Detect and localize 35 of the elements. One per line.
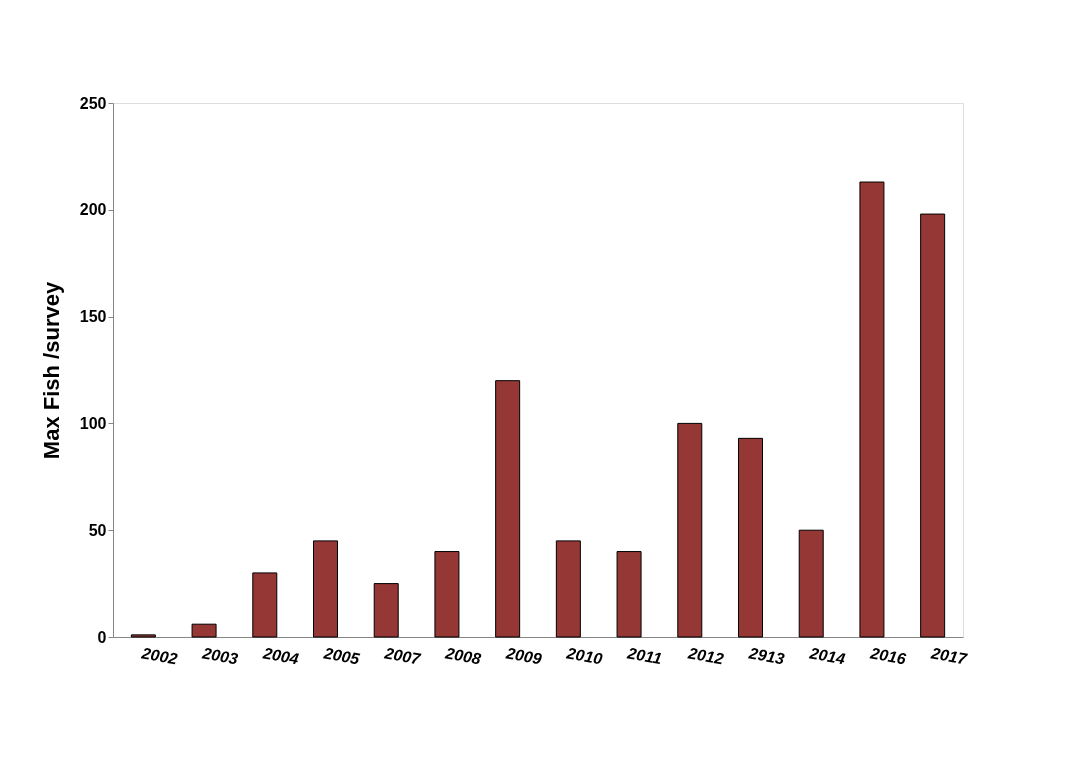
x-tick-label: 2002 (139, 644, 179, 668)
x-tick-label: 2012 (686, 644, 726, 668)
x-tick-label: 2016 (868, 644, 908, 668)
bar (555, 540, 581, 638)
x-tick-label: 2005 (321, 644, 362, 668)
bar (130, 634, 156, 638)
bar (373, 583, 399, 638)
y-tick-label: 50 (88, 521, 107, 539)
bar (798, 529, 824, 638)
x-tick-label: 2004 (261, 644, 301, 668)
x-tick-label: 2003 (200, 644, 240, 668)
y-tick-label: 0 (97, 628, 107, 646)
bar (738, 437, 763, 638)
x-tick-label: 2008 (443, 644, 483, 668)
x-tick-label: 2009 (503, 644, 543, 668)
bar (920, 213, 946, 638)
x-tick-label: 2014 (807, 644, 847, 668)
bar (434, 551, 460, 638)
bar (495, 380, 521, 638)
y-tick-label: 150 (79, 308, 107, 326)
bar (313, 540, 338, 638)
x-tick-label: 2007 (382, 644, 423, 668)
bar (616, 551, 642, 638)
y-axis-title: Max Fish /survey (38, 281, 64, 460)
bar (677, 422, 703, 638)
bar (191, 623, 217, 638)
x-tick-label: 2913 (746, 644, 786, 668)
y-tick-label: 100 (79, 414, 107, 432)
x-tick-label: 2010 (564, 644, 604, 668)
x-tick-label: 2017 (928, 644, 969, 668)
x-tick-label: 2011 (625, 644, 664, 668)
y-tick-label: 250 (79, 94, 107, 112)
bar (252, 572, 278, 638)
bar (859, 181, 885, 638)
y-tick-label: 200 (79, 201, 107, 219)
